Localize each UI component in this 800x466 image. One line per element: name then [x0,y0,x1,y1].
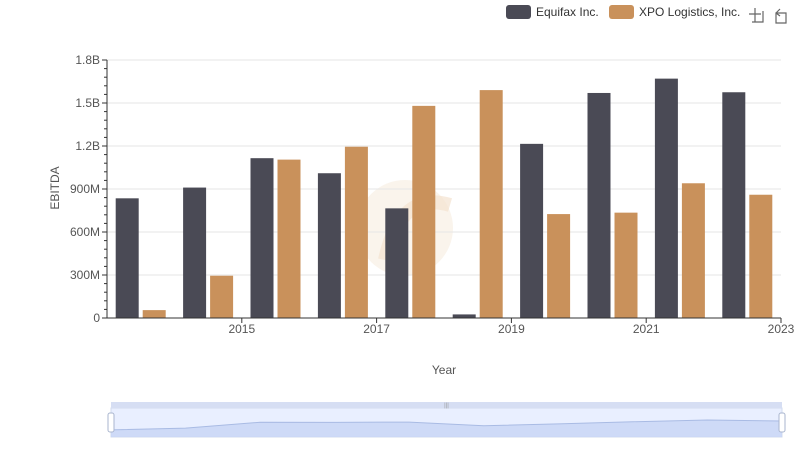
y-axis-title: EBITDA [48,166,62,209]
data-zoom-handle-right[interactable] [778,412,786,433]
x-tick-label: 2015 [228,322,255,336]
bar-xpo-2014 [142,310,166,318]
x-tick-label: 2017 [363,322,390,336]
legend: Equifax Inc. XPO Logistics, Inc. [506,5,740,19]
toolbox [749,8,787,24]
bar-xpo-2017 [344,146,368,318]
data-zoom-icon[interactable] [749,8,764,23]
y-tick-label: 1.5B [75,96,100,110]
bar-xpo-2021 [614,212,638,318]
bar-equifax-2015 [183,187,207,318]
restore-icon[interactable] [775,8,787,24]
data-zoom-slider[interactable]: ||| [107,402,786,438]
y-tick-label: 0 [93,311,100,325]
data-zoom-grip: ||| [444,403,449,409]
legend-swatch [609,5,634,19]
bar-equifax-2020 [520,143,544,318]
data-zoom-handle-left[interactable] [107,412,115,433]
bar-equifax-2023 [722,92,746,318]
y-tick-label: 600M [70,225,100,239]
data-zoom-top-bar [111,402,782,408]
bar-xpo-2019 [479,90,503,318]
bar-xpo-2016 [277,159,301,318]
y-tick-label: 900M [70,182,100,196]
legend-swatch [506,5,531,19]
legend-label: Equifax Inc. [536,5,599,19]
y-tick-label: 1.8B [75,53,100,67]
bars-group [115,78,773,318]
bar-xpo-2023 [749,194,773,318]
bar-equifax-2017 [317,173,341,318]
x-axis: 2015 2017 2019 2021 2023 [107,317,795,336]
legend-item-xpo[interactable]: XPO Logistics, Inc. [609,5,740,19]
bar-equifax-2014 [115,198,139,318]
y-tick-label: 1.2B [75,139,100,153]
x-tick-label: 2021 [633,322,660,336]
data-zoom-shadow-area [111,420,782,437]
x-tick-label: 2023 [768,322,795,336]
x-axis-title: Year [432,363,456,377]
bar-equifax-2019 [452,314,476,318]
bar-xpo-2015 [210,275,234,318]
y-axis: 0 300M 600M 900M 1.2B 1.5B 1.8B [70,53,108,325]
bar-xpo-2020 [547,214,571,318]
data-zoom-shadow-line [110,419,783,431]
legend-label: XPO Logistics, Inc. [639,5,740,19]
legend-item-equifax[interactable]: Equifax Inc. [506,5,599,19]
bar-equifax-2018 [385,208,409,318]
bar-xpo-2022 [681,183,705,318]
bar-equifax-2021 [587,92,611,318]
y-tick-label: 300M [70,268,100,282]
bar-xpo-2018 [412,105,436,318]
bar-equifax-2016 [250,158,274,318]
x-tick-label: 2019 [498,322,525,336]
bar-equifax-2022 [654,78,678,318]
